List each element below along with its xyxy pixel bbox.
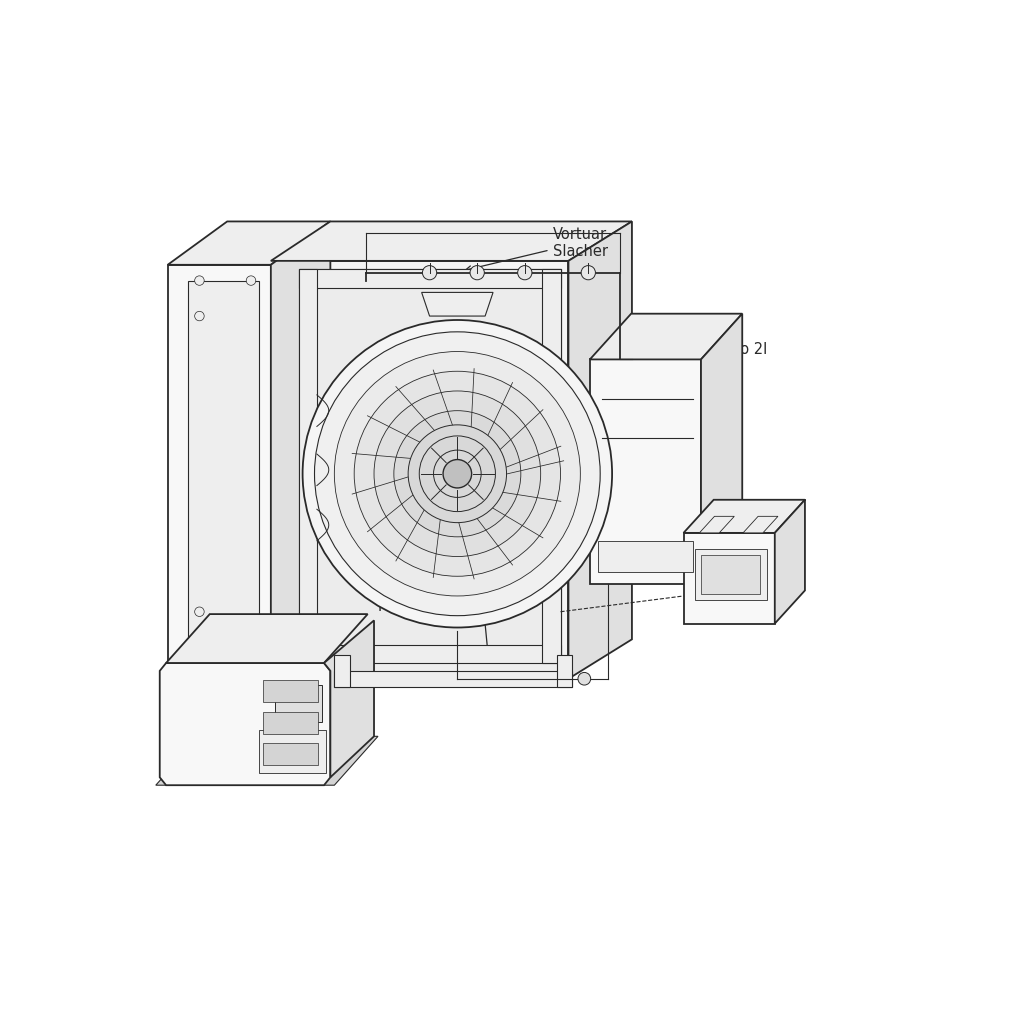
Polygon shape	[701, 313, 742, 584]
Polygon shape	[701, 555, 761, 594]
Circle shape	[518, 265, 531, 280]
Circle shape	[409, 425, 507, 522]
Circle shape	[303, 319, 612, 628]
Polygon shape	[433, 398, 473, 434]
Circle shape	[246, 642, 256, 652]
Polygon shape	[270, 221, 632, 261]
Circle shape	[470, 265, 484, 280]
Polygon shape	[433, 451, 473, 485]
Polygon shape	[263, 680, 318, 702]
Text: Sluff Powerstype li0: Sluff Powerstype li0	[612, 502, 769, 520]
Polygon shape	[378, 451, 418, 485]
Polygon shape	[270, 221, 331, 675]
Polygon shape	[524, 357, 545, 581]
Polygon shape	[156, 736, 378, 785]
Circle shape	[314, 332, 600, 615]
Polygon shape	[324, 621, 374, 777]
Polygon shape	[270, 261, 568, 679]
Circle shape	[394, 411, 521, 537]
Circle shape	[195, 275, 204, 286]
Circle shape	[414, 430, 501, 517]
Polygon shape	[187, 281, 259, 659]
Polygon shape	[695, 549, 767, 600]
Text: Power SIpply: Power SIpply	[600, 452, 728, 467]
Polygon shape	[433, 502, 473, 537]
Polygon shape	[590, 313, 742, 359]
Circle shape	[195, 311, 204, 321]
Polygon shape	[168, 221, 331, 265]
Circle shape	[334, 351, 581, 596]
Polygon shape	[334, 671, 572, 687]
Polygon shape	[358, 375, 524, 581]
Polygon shape	[557, 655, 572, 687]
Polygon shape	[590, 359, 701, 584]
Circle shape	[246, 275, 256, 286]
Circle shape	[195, 642, 204, 652]
Polygon shape	[358, 357, 545, 375]
Circle shape	[354, 372, 560, 577]
Polygon shape	[422, 293, 494, 316]
Polygon shape	[775, 500, 805, 624]
Circle shape	[195, 607, 204, 616]
Polygon shape	[270, 659, 568, 679]
Text: Fan I IFar: Fan I IFar	[457, 547, 521, 673]
Polygon shape	[168, 265, 270, 675]
Polygon shape	[568, 221, 632, 679]
Polygon shape	[274, 685, 323, 722]
Polygon shape	[263, 743, 318, 766]
Polygon shape	[743, 516, 778, 532]
Text: Vortuar
Slacher: Vortuar Slacher	[465, 226, 607, 271]
Polygon shape	[378, 398, 418, 434]
Polygon shape	[299, 268, 316, 663]
Circle shape	[433, 451, 481, 498]
Text: Volfcay & Bonner to 2I: Volfcay & Bonner to 2I	[604, 342, 768, 393]
Circle shape	[430, 446, 485, 502]
Polygon shape	[263, 712, 318, 734]
Polygon shape	[598, 541, 693, 572]
Polygon shape	[299, 268, 560, 289]
Circle shape	[578, 673, 591, 685]
Circle shape	[423, 265, 436, 280]
Polygon shape	[299, 268, 560, 663]
Polygon shape	[334, 655, 350, 687]
Circle shape	[582, 265, 595, 280]
Circle shape	[374, 391, 541, 557]
Polygon shape	[684, 532, 775, 624]
Polygon shape	[160, 663, 331, 785]
Text: Motor ⅊I: Motor ⅊I	[378, 520, 437, 613]
Circle shape	[419, 436, 496, 512]
Circle shape	[443, 460, 472, 488]
Polygon shape	[259, 730, 327, 773]
Polygon shape	[684, 500, 805, 532]
Polygon shape	[299, 645, 560, 663]
Polygon shape	[378, 502, 418, 537]
Polygon shape	[166, 614, 368, 663]
Polygon shape	[543, 268, 560, 663]
Polygon shape	[699, 516, 734, 532]
